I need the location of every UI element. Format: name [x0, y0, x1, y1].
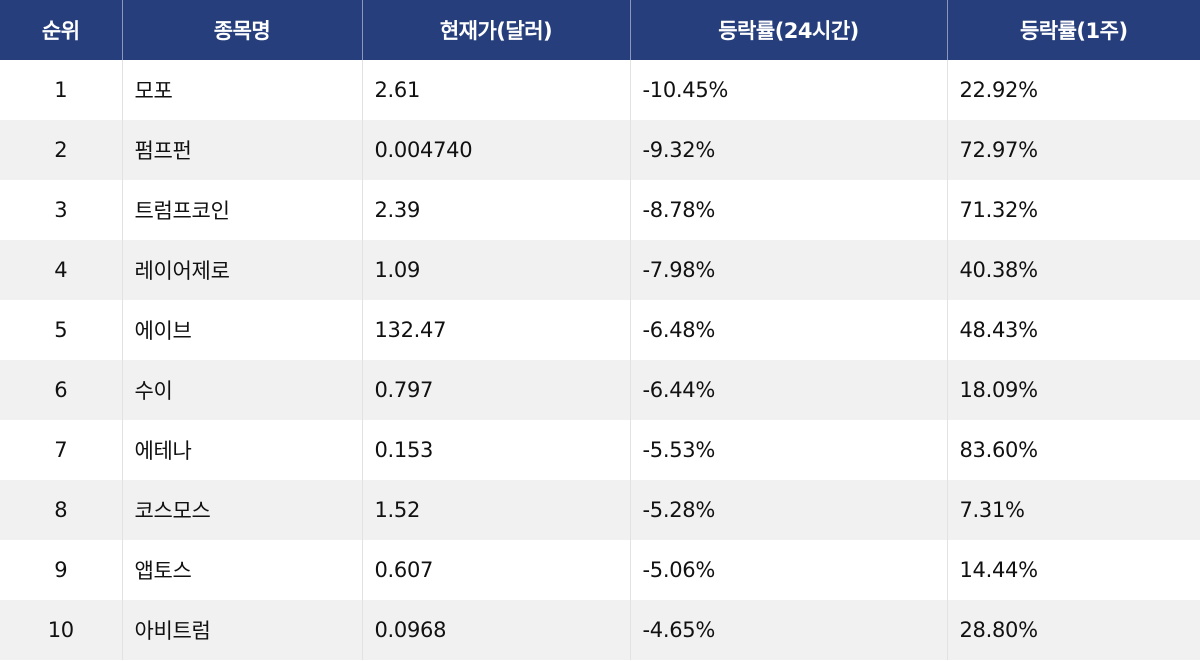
coin-name-cell: 펌프펀 [122, 120, 363, 180]
table-row: 4 레이어제로 1.09 -7.98% 40.38% [0, 240, 1200, 300]
rank-cell: 2 [0, 120, 123, 180]
change-1w-cell: 71.32% [947, 180, 1200, 240]
change-24h-cell: -8.78% [630, 180, 948, 240]
change-24h-cell: -10.45% [630, 60, 948, 120]
change-1w-cell: 48.43% [947, 300, 1200, 360]
rank-cell: 9 [0, 540, 123, 600]
rank-cell: 3 [0, 180, 123, 240]
header-row: 순위 종목명 현재가(달러) 등락률(24시간) 등락률(1주) [0, 0, 1200, 60]
table-row: 3 트럼프코인 2.39 -8.78% 71.32% [0, 180, 1200, 240]
table-header: 순위 종목명 현재가(달러) 등락률(24시간) 등락률(1주) [0, 0, 1200, 60]
price-cell: 0.153 [362, 420, 631, 480]
change-1w-cell: 22.92% [947, 60, 1200, 120]
table-row: 10 아비트럼 0.0968 -4.65% 28.80% [0, 600, 1200, 660]
price-cell: 1.52 [362, 480, 631, 540]
table-row: 9 앱토스 0.607 -5.06% 14.44% [0, 540, 1200, 600]
coin-name-cell: 에테나 [122, 420, 363, 480]
coin-name-cell: 에이브 [122, 300, 363, 360]
price-cell: 2.39 [362, 180, 631, 240]
rank-cell: 1 [0, 60, 123, 120]
price-cell: 132.47 [362, 300, 631, 360]
change-1w-cell: 18.09% [947, 360, 1200, 420]
change-24h-cell: -5.06% [630, 540, 948, 600]
price-cell: 1.09 [362, 240, 631, 300]
change-1w-cell: 14.44% [947, 540, 1200, 600]
coin-name-cell: 트럼프코인 [122, 180, 363, 240]
change-24h-cell: -4.65% [630, 600, 948, 660]
header-rank: 순위 [0, 0, 123, 60]
table-row: 5 에이브 132.47 -6.48% 48.43% [0, 300, 1200, 360]
change-24h-cell: -5.28% [630, 480, 948, 540]
table-body: 1 모포 2.61 -10.45% 22.92% 2 펌프펀 0.004740 … [0, 60, 1200, 660]
change-24h-cell: -6.48% [630, 300, 948, 360]
price-cell: 0.607 [362, 540, 631, 600]
coin-name-cell: 코스모스 [122, 480, 363, 540]
rank-cell: 10 [0, 600, 123, 660]
change-1w-cell: 28.80% [947, 600, 1200, 660]
coin-name-cell: 수이 [122, 360, 363, 420]
header-change-1w: 등락률(1주) [947, 0, 1200, 60]
table-row: 1 모포 2.61 -10.45% 22.92% [0, 60, 1200, 120]
table-row: 8 코스모스 1.52 -5.28% 7.31% [0, 480, 1200, 540]
change-1w-cell: 7.31% [947, 480, 1200, 540]
price-cell: 0.0968 [362, 600, 631, 660]
coin-name-cell: 아비트럼 [122, 600, 363, 660]
rank-cell: 6 [0, 360, 123, 420]
change-1w-cell: 40.38% [947, 240, 1200, 300]
change-24h-cell: -5.53% [630, 420, 948, 480]
rank-cell: 8 [0, 480, 123, 540]
price-cell: 0.797 [362, 360, 631, 420]
table-row: 6 수이 0.797 -6.44% 18.09% [0, 360, 1200, 420]
change-1w-cell: 83.60% [947, 420, 1200, 480]
coin-name-cell: 모포 [122, 60, 363, 120]
header-price: 현재가(달러) [362, 0, 631, 60]
change-24h-cell: -7.98% [630, 240, 948, 300]
change-24h-cell: -6.44% [630, 360, 948, 420]
rank-cell: 4 [0, 240, 123, 300]
table-row: 2 펌프펀 0.004740 -9.32% 72.97% [0, 120, 1200, 180]
header-change-24h: 등락률(24시간) [630, 0, 948, 60]
rank-cell: 5 [0, 300, 123, 360]
table-row: 7 에테나 0.153 -5.53% 83.60% [0, 420, 1200, 480]
price-cell: 2.61 [362, 60, 631, 120]
coin-name-cell: 레이어제로 [122, 240, 363, 300]
price-cell: 0.004740 [362, 120, 631, 180]
change-24h-cell: -9.32% [630, 120, 948, 180]
change-1w-cell: 72.97% [947, 120, 1200, 180]
coin-name-cell: 앱토스 [122, 540, 363, 600]
header-name: 종목명 [122, 0, 363, 60]
rank-cell: 7 [0, 420, 123, 480]
